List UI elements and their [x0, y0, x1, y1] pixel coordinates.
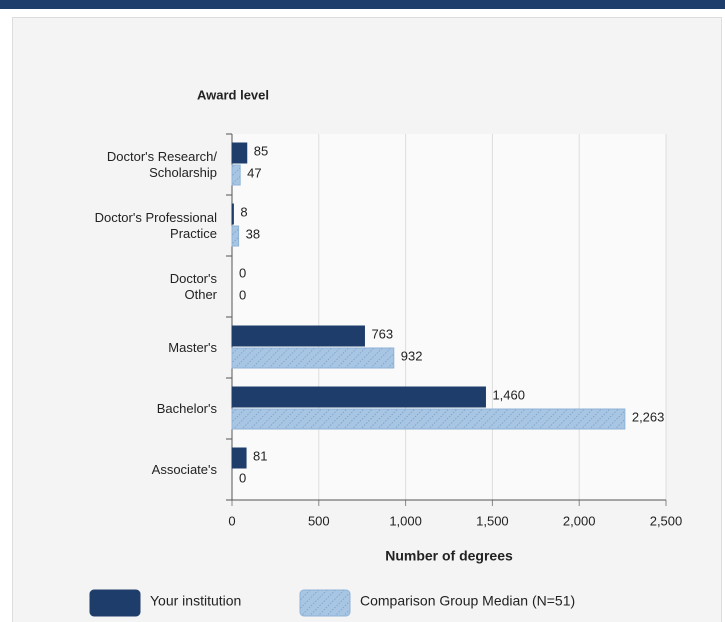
legend-label: Your institution: [150, 593, 241, 609]
value-label: 0: [239, 470, 246, 485]
y-tick-label: Doctor's Professional Practice: [94, 209, 217, 241]
x-tick-label: 0: [228, 513, 235, 528]
bar: [231, 164, 241, 186]
legend-label: Comparison Group Median (N=51): [360, 593, 575, 609]
value-label: 0: [239, 265, 246, 280]
bar: [231, 203, 234, 225]
y-tick-label: Master's: [168, 339, 217, 355]
bar: [231, 142, 248, 164]
plot-area: [232, 134, 666, 500]
x-tick-label: 2,500: [650, 513, 683, 528]
value-label: 763: [371, 326, 393, 341]
top-bar: [0, 0, 725, 9]
bar: [231, 325, 365, 347]
y-tick-label: Doctor's Research/ Scholarship: [106, 148, 217, 180]
value-label: 2,263: [632, 409, 665, 424]
value-label: 81: [253, 448, 267, 463]
x-tick-label: 2,000: [563, 513, 596, 528]
bar: [231, 408, 626, 430]
bar: [231, 386, 486, 408]
x-tick-label: 500: [308, 513, 330, 528]
value-label: 85: [254, 143, 268, 158]
x-axis-label: Number of degrees: [385, 548, 513, 564]
value-label: 47: [247, 165, 261, 180]
y-tick-label: Doctor's Other: [169, 270, 217, 302]
value-label: 8: [240, 204, 247, 219]
value-label: 38: [246, 226, 260, 241]
value-label: 932: [401, 348, 423, 363]
legend-swatch: [89, 589, 141, 617]
value-label: 1,460: [492, 387, 525, 402]
bar: [231, 225, 240, 247]
bar: [231, 447, 247, 469]
x-tick-label: 1,500: [476, 513, 509, 528]
legend-swatch: [299, 589, 351, 617]
y-tick-label: Associate's: [151, 461, 217, 477]
chart-title: Award level: [197, 87, 269, 102]
x-tick-label: 1,000: [389, 513, 422, 528]
y-tick-label: Bachelor's: [156, 400, 217, 416]
bar: [231, 347, 395, 369]
value-label: 0: [239, 287, 246, 302]
